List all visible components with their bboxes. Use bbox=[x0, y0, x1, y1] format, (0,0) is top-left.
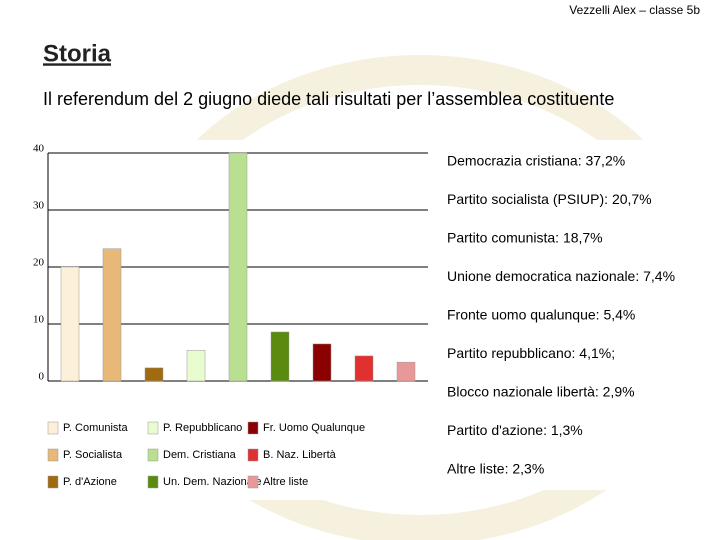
legend-swatch bbox=[47, 448, 59, 462]
legend-swatch bbox=[47, 421, 59, 435]
bar bbox=[60, 266, 80, 382]
y-tick-label: 0 bbox=[39, 371, 45, 383]
legend-swatch bbox=[47, 475, 59, 489]
result-item: Partito d'azione: 1,3% bbox=[447, 422, 583, 438]
y-tick-label: 30 bbox=[33, 200, 45, 212]
legend-label: P. Comunista bbox=[63, 422, 128, 434]
result-item: Unione democratica nazionale: 7,4% bbox=[447, 268, 675, 284]
y-tick-label: 40 bbox=[33, 143, 45, 155]
bar bbox=[228, 152, 248, 382]
bar bbox=[186, 349, 206, 382]
legend-label: B. Naz. Libertà bbox=[263, 449, 337, 461]
bar bbox=[396, 361, 416, 382]
bar bbox=[312, 343, 332, 382]
result-item: Partito repubblicano: 4,1%; bbox=[447, 345, 615, 361]
legend-swatch bbox=[247, 421, 259, 435]
bar bbox=[354, 355, 374, 382]
slide-subtitle: Il referendum del 2 giugno diede tali ri… bbox=[43, 89, 614, 109]
result-item: Blocco nazionale libertà: 2,9% bbox=[447, 384, 635, 400]
author: Vezzelli Alex – classe 5b bbox=[569, 3, 700, 17]
legend-label: P. d'Azione bbox=[63, 476, 117, 488]
y-tick-label: 20 bbox=[33, 257, 45, 269]
result-item: Democrazia cristiana: 37,2% bbox=[447, 153, 625, 169]
bar bbox=[102, 248, 122, 382]
results-box bbox=[432, 140, 720, 490]
result-item: Fronte uomo qualunque: 5,4% bbox=[447, 307, 635, 323]
legend-swatch bbox=[147, 421, 159, 435]
result-item: Partito comunista: 18,7% bbox=[447, 230, 603, 246]
legend-swatch bbox=[147, 475, 159, 489]
result-item: Partito socialista (PSIUP): 20,7% bbox=[447, 191, 652, 207]
legend-swatch bbox=[147, 448, 159, 462]
bar bbox=[270, 331, 290, 382]
legend-label: Fr. Uomo Qualunque bbox=[263, 422, 365, 434]
slide-title: Storia bbox=[43, 40, 112, 67]
legend-label: Un. Dem. Nazionale bbox=[163, 476, 261, 488]
y-tick-label: 10 bbox=[33, 314, 45, 326]
chart-area bbox=[22, 140, 430, 500]
legend-label: Altre liste bbox=[263, 476, 308, 488]
result-item: Altre liste: 2,3% bbox=[447, 461, 544, 477]
legend-label: Dem. Cristiana bbox=[163, 449, 237, 461]
legend-label: P. Socialista bbox=[63, 449, 123, 461]
bar bbox=[144, 367, 164, 382]
legend-swatch bbox=[247, 475, 259, 489]
legend-swatch bbox=[247, 448, 259, 462]
legend-label: P. Repubblicano bbox=[163, 422, 242, 434]
